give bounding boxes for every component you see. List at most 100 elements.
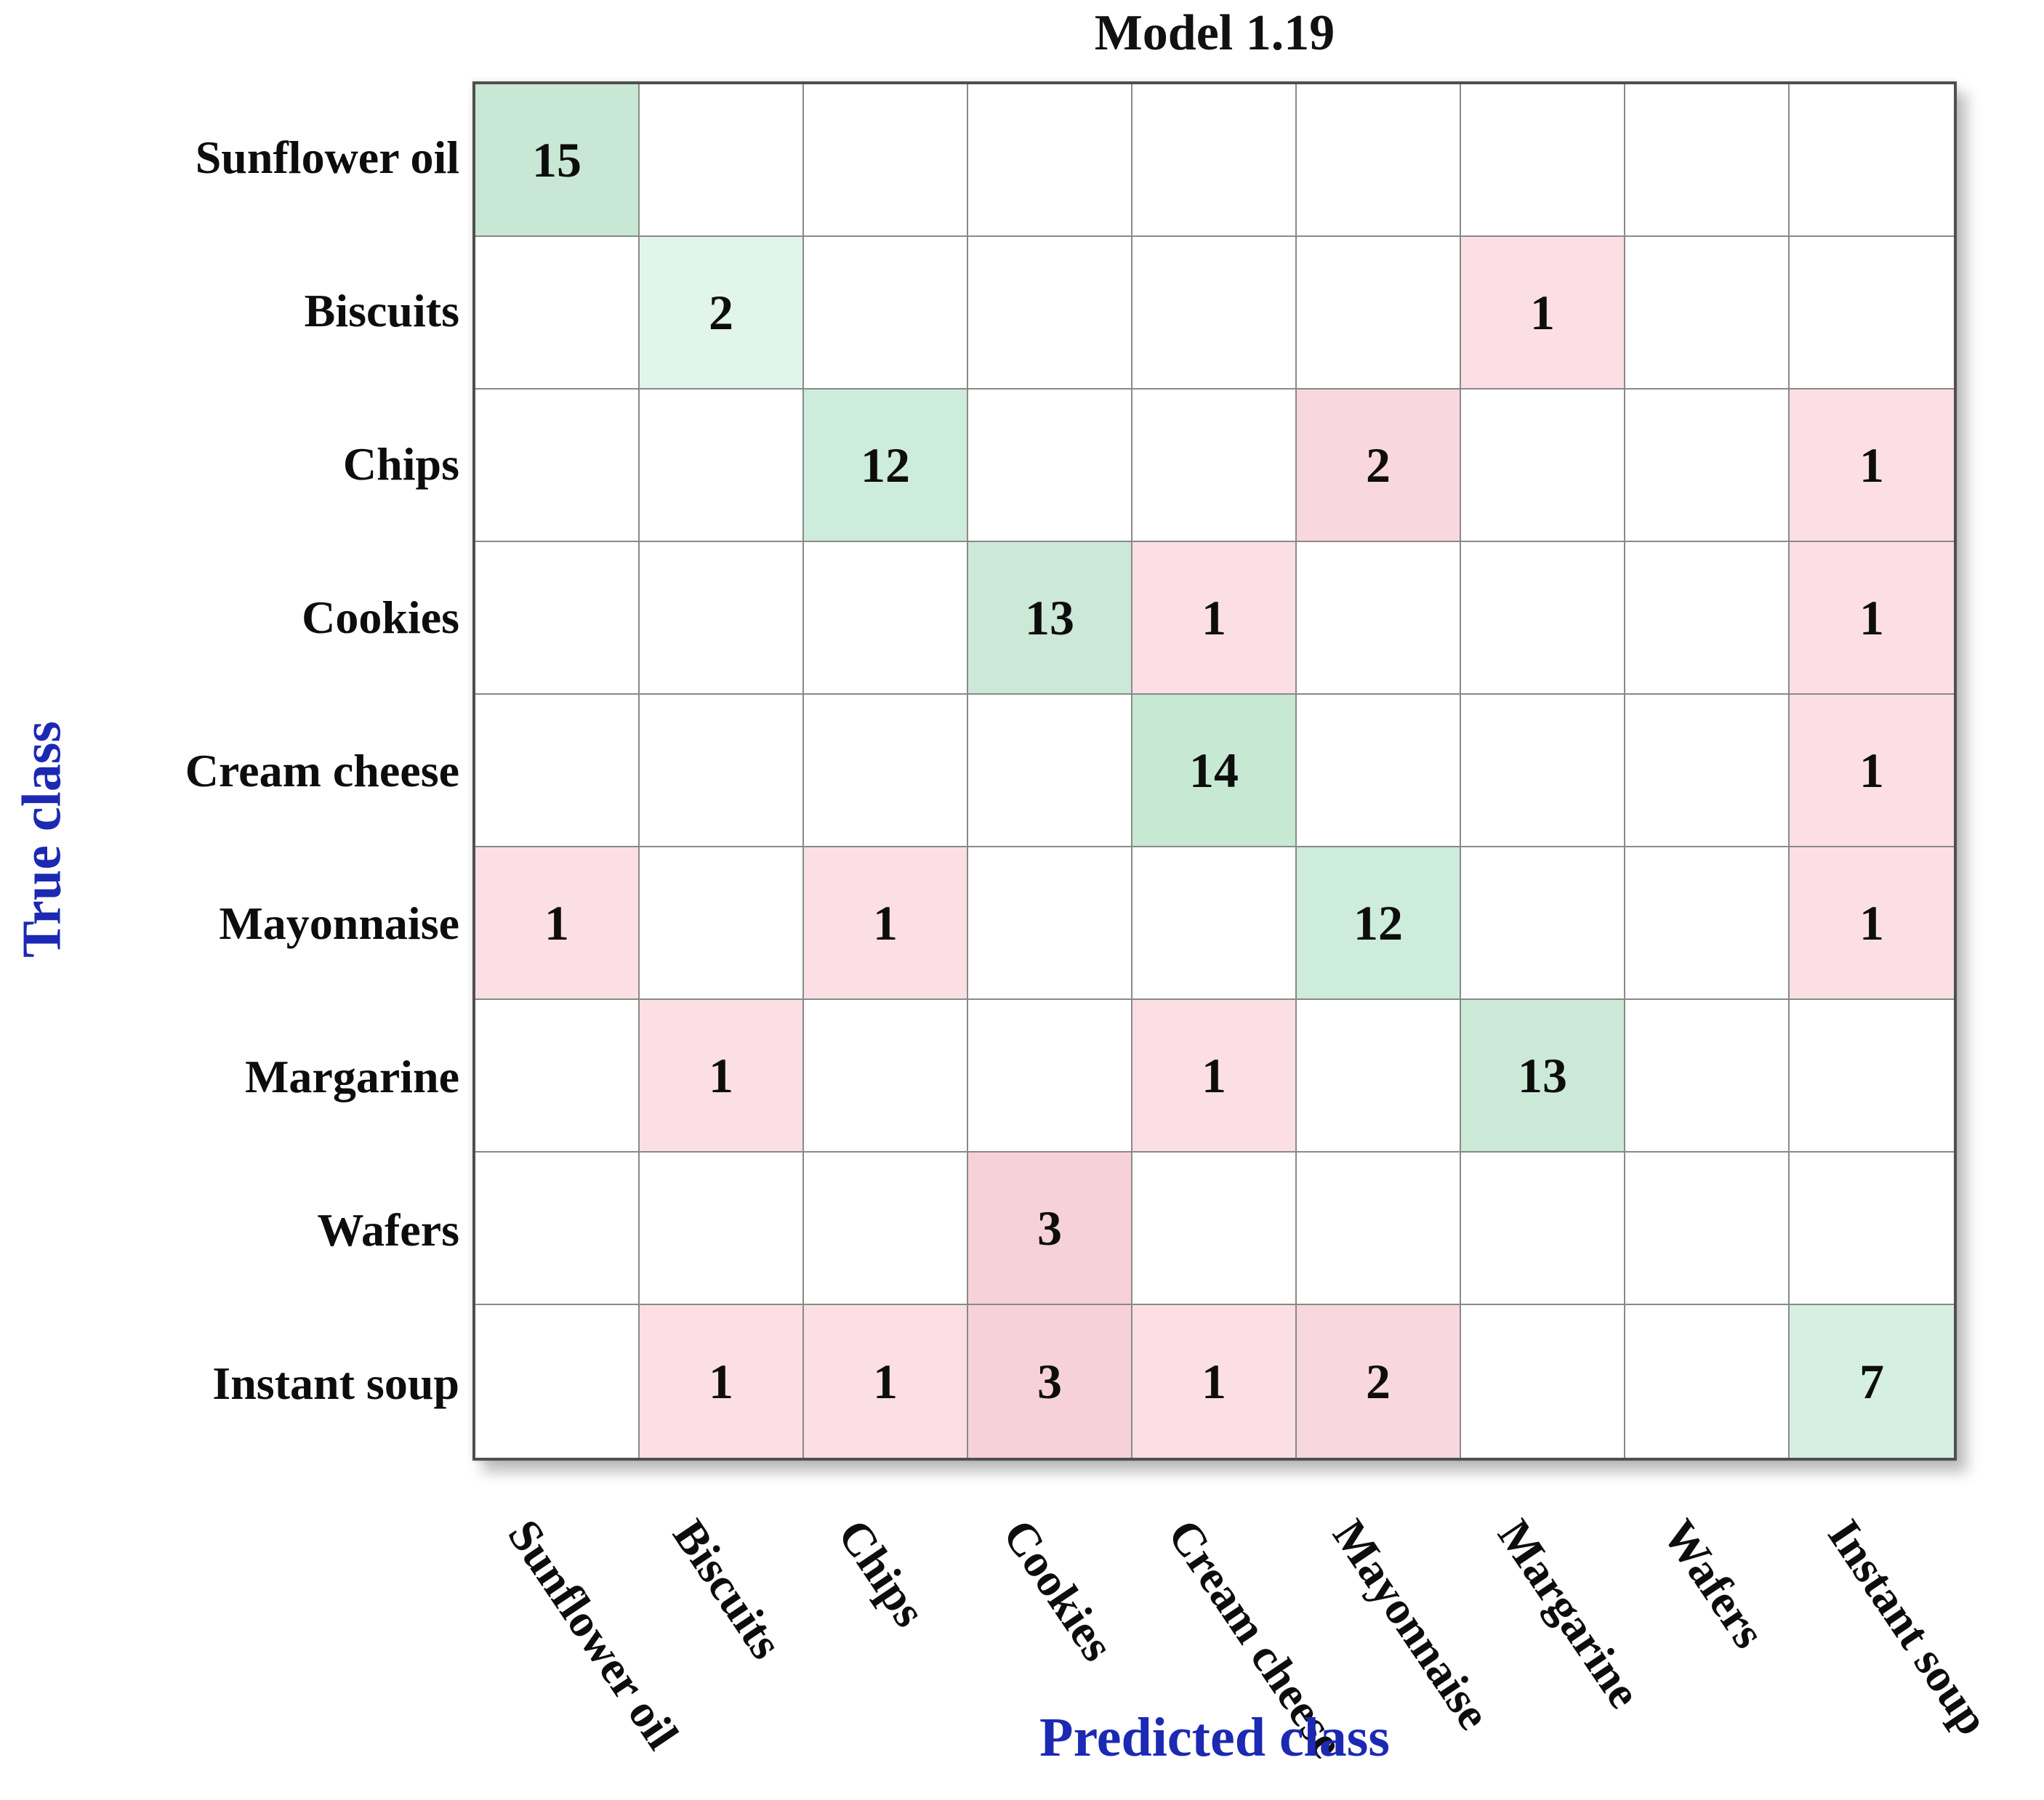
confusion-matrix-grid: 15 2 1 12 2 1 13 1 1 14 1 1 1 12 1 1 1 13 3 1 1 3 1 2 7 <box>472 81 1957 1461</box>
matrix-cell <box>1625 1000 1790 1153</box>
matrix-cell <box>968 1000 1132 1153</box>
matrix-cell: 7 <box>1790 1305 1954 1458</box>
matrix-cell: 12 <box>1297 847 1461 1000</box>
matrix-cell <box>475 1000 640 1153</box>
matrix-cell <box>640 695 804 847</box>
matrix-cell: 1 <box>640 1000 804 1153</box>
cell-value: 1 <box>1859 895 1884 951</box>
matrix-cell <box>1625 695 1790 847</box>
x-tick-label: Margarine <box>1488 1510 1651 1717</box>
y-tick-label: Chips <box>342 437 459 490</box>
cell-value: 1 <box>1859 589 1884 645</box>
cell-value: 2 <box>1366 1353 1391 1409</box>
y-tick-label: Cookies <box>302 591 459 643</box>
matrix-cell <box>968 695 1132 847</box>
matrix-cell <box>804 1000 968 1153</box>
matrix-cell <box>1132 1153 1297 1305</box>
matrix-cell <box>1297 695 1461 847</box>
matrix-cell: 1 <box>1790 695 1954 847</box>
x-tick-label: Biscuits <box>663 1510 793 1668</box>
matrix-cell <box>1461 542 1625 695</box>
y-tick-label: Sunflower oil <box>195 132 459 183</box>
matrix-cell <box>804 542 968 695</box>
matrix-cell <box>475 390 640 542</box>
x-tick-label: Mayonnaise <box>1323 1510 1500 1739</box>
matrix-cell <box>640 84 804 237</box>
matrix-cell <box>1132 390 1297 542</box>
cell-value: 3 <box>1037 1200 1062 1256</box>
matrix-cell <box>968 237 1132 390</box>
matrix-cell <box>804 1153 968 1305</box>
cell-value: 12 <box>861 437 910 493</box>
matrix-cell: 3 <box>968 1305 1132 1458</box>
matrix-cell <box>1461 1153 1625 1305</box>
cell-value: 7 <box>1859 1353 1884 1409</box>
matrix-cell <box>1297 542 1461 695</box>
matrix-cell: 1 <box>1461 237 1625 390</box>
y-tick-label: Instant soup <box>212 1357 459 1410</box>
cell-value: 1 <box>544 895 569 951</box>
cell-value: 1 <box>873 895 898 951</box>
matrix-cell: 1 <box>1790 847 1954 1000</box>
cell-value: 12 <box>1353 895 1403 951</box>
matrix-cell <box>1461 695 1625 847</box>
matrix-cell <box>1461 847 1625 1000</box>
matrix-cell: 3 <box>968 1153 1132 1305</box>
matrix-cell <box>1132 84 1297 237</box>
matrix-cell <box>640 847 804 1000</box>
cell-value: 1 <box>1202 589 1226 645</box>
y-tick-label: Biscuits <box>304 284 459 336</box>
matrix-cell <box>804 695 968 847</box>
cell-value: 2 <box>709 284 733 340</box>
matrix-cell <box>475 237 640 390</box>
matrix-cell <box>1297 1153 1461 1305</box>
matrix-cell: 1 <box>1790 542 1954 695</box>
matrix-cell <box>804 84 968 237</box>
matrix-cell <box>640 542 804 695</box>
matrix-cell <box>1461 84 1625 237</box>
cell-value: 1 <box>709 1047 733 1103</box>
matrix-cell <box>1625 542 1790 695</box>
y-axis-title: True class <box>11 721 73 958</box>
cell-value: 1 <box>873 1353 898 1409</box>
matrix-cell <box>1297 84 1461 237</box>
matrix-cell <box>640 390 804 542</box>
matrix-cell <box>1297 1000 1461 1153</box>
matrix-cell: 13 <box>968 542 1132 695</box>
matrix-cell: 12 <box>804 390 968 542</box>
matrix-cell <box>475 1153 640 1305</box>
y-tick-label: Mayonnaise <box>219 897 459 950</box>
matrix-cell <box>804 237 968 390</box>
matrix-cell <box>1132 847 1297 1000</box>
matrix-cell: 1 <box>804 847 968 1000</box>
matrix-cell <box>1790 1000 1954 1153</box>
cell-value: 1 <box>709 1353 733 1409</box>
matrix-cell: 1 <box>475 847 640 1000</box>
x-tick-label: Cookies <box>993 1510 1124 1671</box>
cell-value: 1 <box>1202 1047 1226 1103</box>
matrix-cell <box>1625 84 1790 237</box>
cell-value: 13 <box>1025 589 1074 645</box>
matrix-cell: 2 <box>1297 390 1461 542</box>
matrix-cell: 1 <box>640 1305 804 1458</box>
matrix-cell <box>640 1153 804 1305</box>
cell-value: 3 <box>1037 1353 1062 1409</box>
chart-title: Model 1.19 <box>1094 5 1335 61</box>
y-tick-label: Margarine <box>245 1051 459 1103</box>
matrix-cell <box>475 542 640 695</box>
matrix-cell <box>1625 1153 1790 1305</box>
matrix-cell: 14 <box>1132 695 1297 847</box>
x-tick-label: Wafers <box>1652 1510 1776 1658</box>
matrix-cell <box>1461 1305 1625 1458</box>
matrix-cell <box>1790 1153 1954 1305</box>
matrix-cell: 1 <box>1132 1305 1297 1458</box>
matrix-cell: 1 <box>1790 390 1954 542</box>
cell-value: 1 <box>1859 742 1884 798</box>
matrix-cell: 15 <box>475 84 640 237</box>
matrix-cell <box>968 390 1132 542</box>
cell-value: 1 <box>1859 437 1884 493</box>
matrix-cell <box>1625 1305 1790 1458</box>
matrix-cell <box>968 847 1132 1000</box>
cell-value: 1 <box>1530 284 1555 340</box>
